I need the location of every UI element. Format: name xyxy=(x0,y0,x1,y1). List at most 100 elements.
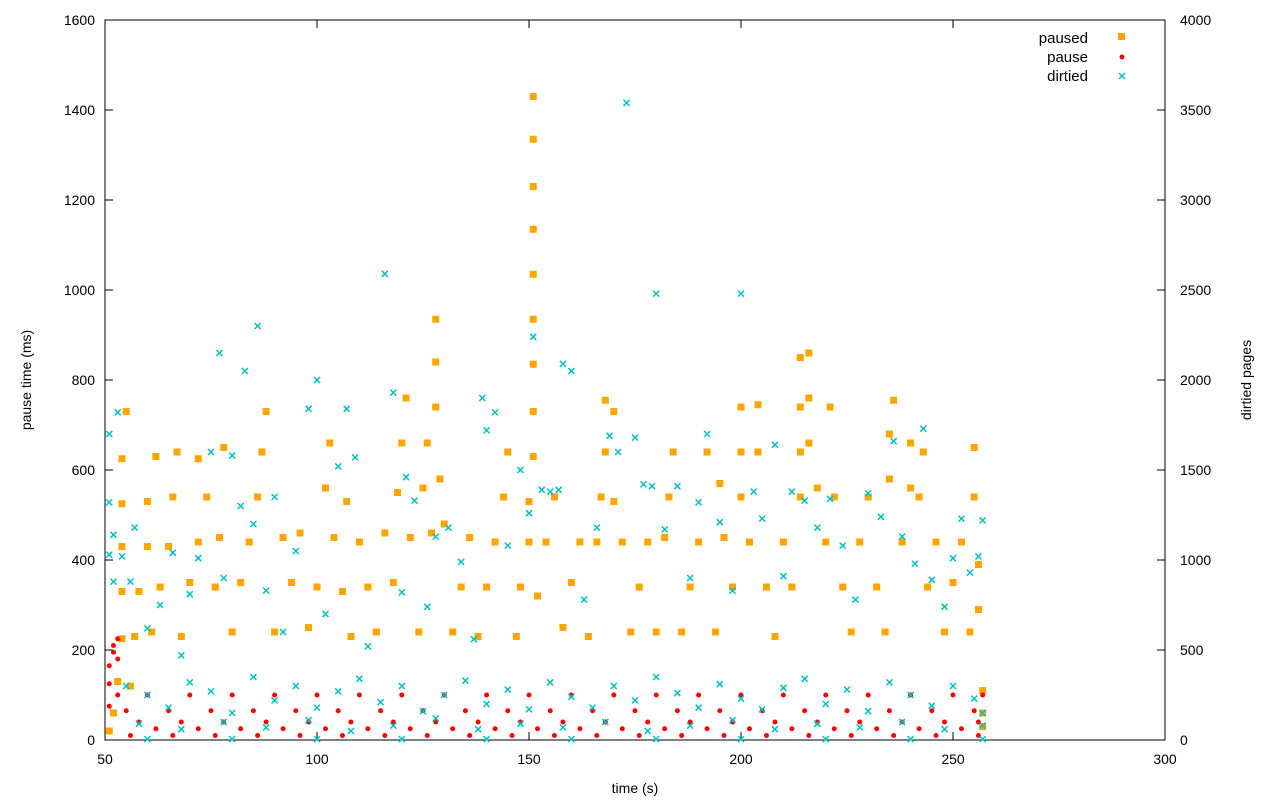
point-pause xyxy=(212,733,218,738)
point-pause xyxy=(339,733,345,738)
point-paused xyxy=(237,579,245,586)
point-dirtied xyxy=(644,727,652,735)
point-pause xyxy=(874,726,880,732)
point-paused xyxy=(593,538,601,546)
point-dirtied xyxy=(525,509,533,517)
point-paused xyxy=(118,500,126,508)
point-dirtied xyxy=(351,453,359,461)
point-paused xyxy=(737,403,745,411)
point-paused xyxy=(890,396,898,404)
point-paused xyxy=(627,628,635,636)
point-pause xyxy=(293,708,299,714)
point-pause xyxy=(110,643,116,648)
point-dirtied xyxy=(864,489,872,497)
point-dirtied xyxy=(483,700,491,708)
point-dirtied xyxy=(457,558,465,566)
point-paused xyxy=(271,628,279,636)
point-dirtied xyxy=(856,723,864,731)
series-pause xyxy=(106,636,986,738)
point-dirtied xyxy=(423,603,431,611)
point-paused xyxy=(907,439,915,447)
point-paused xyxy=(118,635,126,643)
point-paused xyxy=(122,408,130,415)
point-pause xyxy=(526,692,532,698)
point-dirtied xyxy=(851,596,860,604)
point-pause xyxy=(314,692,320,698)
point-dirtied xyxy=(249,673,257,681)
point-paused xyxy=(529,135,537,143)
legend: paused pause dirtied xyxy=(1039,30,1126,85)
point-dirtied xyxy=(864,707,872,715)
point-paused xyxy=(529,270,537,278)
x-axis-ticks: 50 100 150 200 250 300 xyxy=(97,20,1177,767)
point-dirtied xyxy=(788,488,796,496)
point-pause xyxy=(916,726,922,732)
point-dirtied xyxy=(839,542,847,550)
point-dirtied xyxy=(974,552,982,560)
point-paused xyxy=(194,538,202,546)
point-dirtied xyxy=(728,716,737,724)
point-dirtied xyxy=(304,716,313,724)
point-paused xyxy=(898,538,906,546)
point-pause xyxy=(679,733,685,738)
point-dirtied xyxy=(186,678,194,686)
point-dirtied xyxy=(118,552,126,560)
point-dirtied xyxy=(716,680,724,688)
point-paused xyxy=(644,538,652,546)
y2-tick-label: 1000 xyxy=(1180,552,1211,568)
point-pause xyxy=(780,692,786,698)
point-paused xyxy=(474,633,482,640)
point-dirtied xyxy=(546,678,554,686)
point-pause xyxy=(645,719,651,725)
point-dirtied xyxy=(228,709,236,717)
point-dirtied xyxy=(928,702,936,710)
point-paused xyxy=(966,628,974,636)
point-pause xyxy=(348,719,354,725)
point-paused xyxy=(529,225,537,233)
point-paused xyxy=(907,484,915,492)
plot-area xyxy=(104,19,1166,741)
point-dirtied xyxy=(559,723,567,731)
point-pause xyxy=(696,692,702,698)
point-paused xyxy=(576,538,584,546)
point-paused xyxy=(432,403,440,411)
point-pause xyxy=(263,719,269,725)
point-paused xyxy=(754,401,762,409)
x-tick-label: 250 xyxy=(941,751,965,767)
point-dirtied xyxy=(516,720,525,728)
point-dirtied xyxy=(156,601,164,609)
point-paused xyxy=(338,588,346,595)
point-paused xyxy=(529,408,537,415)
point-paused xyxy=(436,475,444,483)
point-dirtied xyxy=(440,691,448,699)
y2-axis-title: dirtied pages xyxy=(1238,340,1254,420)
point-dirtied xyxy=(135,720,143,728)
point-dirtied xyxy=(695,704,703,712)
point-pause xyxy=(187,692,193,698)
point-paused xyxy=(169,493,177,501)
point-paused xyxy=(279,534,287,541)
point-pause xyxy=(674,708,680,714)
point-dirtied xyxy=(593,524,601,532)
point-pause xyxy=(759,708,765,714)
point-dirtied xyxy=(304,405,313,413)
point-paused xyxy=(856,538,864,546)
point-paused xyxy=(254,493,262,501)
point-dirtied xyxy=(105,430,113,438)
point-pause xyxy=(390,719,396,725)
series-paused xyxy=(105,93,987,735)
point-paused xyxy=(529,315,537,323)
point-pause xyxy=(980,692,986,698)
point-pause xyxy=(577,726,583,732)
point-paused xyxy=(745,538,753,546)
y2-tick-label: 3500 xyxy=(1180,102,1211,118)
point-pause xyxy=(127,733,133,738)
point-paused xyxy=(118,455,126,463)
point-pause xyxy=(115,656,121,662)
point-paused xyxy=(296,529,304,537)
point-paused xyxy=(737,448,745,456)
point-paused xyxy=(796,493,804,501)
point-paused xyxy=(796,403,804,411)
point-dirtied xyxy=(474,725,482,733)
legend-label-dirtied: dirtied xyxy=(1047,68,1088,85)
